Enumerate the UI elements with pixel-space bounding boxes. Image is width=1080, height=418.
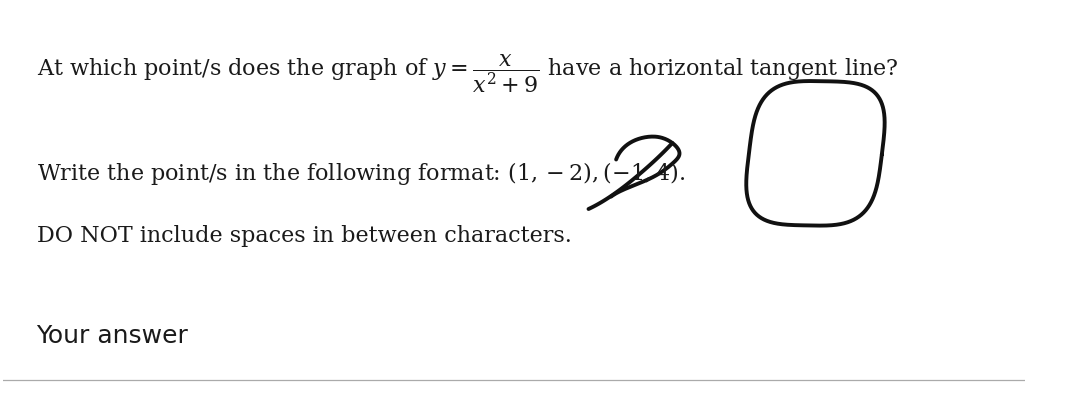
Text: Your answer: Your answer [37,324,188,349]
Text: Write the point/s in the following format: $(1,-2),(-1,4)$.: Write the point/s in the following forma… [37,160,685,186]
Text: DO NOT include spaces in between characters.: DO NOT include spaces in between charact… [37,225,571,247]
Text: At which point/s does the graph of $y =\dfrac{x}{x^2+9}$ have a horizontal tange: At which point/s does the graph of $y =\… [37,52,899,95]
